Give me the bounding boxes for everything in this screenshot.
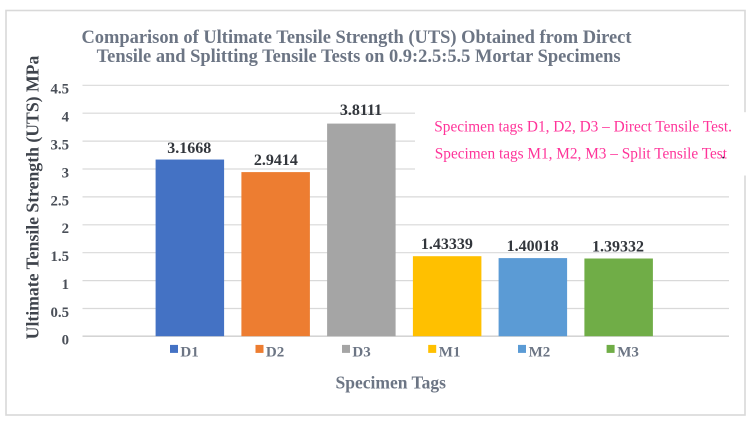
- svg-text:3.1668: 3.1668: [167, 140, 211, 157]
- svg-text:.: .: [721, 145, 725, 162]
- svg-text:Comparison of Ultimate Tensile: Comparison of Ultimate Tensile Strength …: [81, 27, 632, 48]
- svg-text:M3: M3: [617, 344, 639, 360]
- svg-text:2: 2: [62, 221, 69, 237]
- svg-text:1: 1: [62, 277, 69, 293]
- svg-text:Tensile and Splitting Tensile: Tensile and Splitting Tensile Tests on 0…: [97, 46, 621, 66]
- svg-text:3: 3: [62, 165, 69, 181]
- svg-text:1.40018: 1.40018: [507, 238, 559, 255]
- svg-text:2.9414: 2.9414: [254, 152, 298, 169]
- svg-text:2.5: 2.5: [51, 193, 70, 209]
- svg-text:Ultimate Tensile Strength (UTS: Ultimate Tensile Strength (UTS) MPa: [23, 56, 43, 340]
- svg-text:M2: M2: [529, 344, 551, 360]
- svg-text:D3: D3: [352, 344, 370, 360]
- svg-text:Specimen tags D1, D2, D3 – Dir: Specimen tags D1, D2, D3 – Direct Tensil…: [434, 119, 732, 136]
- svg-text:Specimen tags M1, M2, M3 – Spl: Specimen tags M1, M2, M3 – Split Tensile…: [435, 145, 728, 162]
- svg-text:3.5: 3.5: [51, 138, 70, 154]
- svg-text:1.39332: 1.39332: [592, 238, 644, 255]
- svg-text:0: 0: [62, 333, 69, 349]
- svg-text:3.8111: 3.8111: [340, 102, 382, 119]
- svg-text:M1: M1: [439, 344, 461, 360]
- svg-text:1.43339: 1.43339: [421, 236, 473, 253]
- svg-text:0.5: 0.5: [51, 305, 70, 321]
- svg-text:D1: D1: [180, 344, 198, 360]
- svg-text:Specimen Tags: Specimen Tags: [336, 372, 447, 392]
- svg-text:1.5: 1.5: [51, 249, 70, 265]
- svg-text:4: 4: [62, 110, 70, 126]
- svg-text:4.5: 4.5: [51, 82, 70, 98]
- svg-text:D2: D2: [266, 344, 284, 360]
